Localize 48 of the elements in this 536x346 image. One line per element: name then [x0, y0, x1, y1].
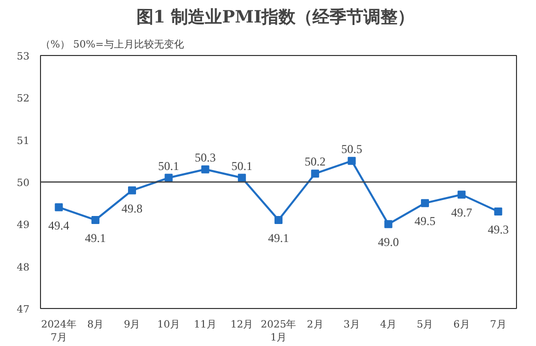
text: 50.3 [194, 150, 216, 164]
point [311, 170, 320, 178]
point [54, 203, 63, 212]
text: （%） 50%=与上月比较无变化 [40, 40, 184, 50]
text: 49.7 [451, 206, 472, 220]
point [384, 220, 392, 228]
text: 49.1 [84, 230, 106, 245]
point [494, 208, 502, 216]
chart-title: 图1 制造业PMI指数（经季节调整） [136, 8, 415, 28]
y-tick-label: 53 [16, 52, 30, 62]
x-tick-label: 10月 [157, 320, 180, 330]
text: 49.3 [488, 222, 509, 237]
x-tick-label: 12月 [230, 320, 254, 330]
y-tick-label: 48 [16, 262, 30, 274]
y-tick-label: 50 [16, 178, 30, 189]
x-tick-label: 11月 [194, 320, 217, 330]
text: 50.1 [158, 158, 180, 173]
text: 50.2 [304, 154, 326, 169]
text: 49.5 [414, 214, 436, 228]
text: 50.1 [231, 158, 252, 173]
point [201, 165, 210, 174]
y-tick-label: 47 [16, 304, 30, 316]
x-tick-label: 9月 [124, 320, 140, 330]
x-tick-label: 7月 [490, 320, 506, 330]
y-tick-label: 49 [16, 220, 30, 232]
point [458, 190, 466, 199]
point [420, 199, 429, 208]
text: 49.4 [48, 218, 70, 232]
x-tick-label: 8月 [87, 320, 104, 330]
y-tick-label: 51 [16, 136, 30, 147]
x-tick-label: 2025年 1月 [260, 318, 296, 344]
point [238, 174, 246, 182]
x-tick-label: 6月 [453, 320, 470, 330]
point [91, 216, 100, 224]
x-tick-label: 2月 [306, 320, 324, 330]
point [348, 156, 356, 165]
text: 49.0 [378, 235, 399, 250]
point [128, 186, 136, 194]
point [164, 174, 173, 182]
x-tick-label: 3月 [344, 320, 360, 330]
text: 49.1 [268, 230, 289, 245]
text: 50.5 [341, 142, 362, 156]
y-tick-label: 52 [16, 94, 30, 105]
text: 49.8 [122, 201, 143, 216]
x-tick-label: 5月 [416, 320, 434, 330]
x-tick-label: 2024年 7月 [41, 318, 77, 344]
x-tick-label: 4月 [380, 320, 397, 330]
point [274, 216, 282, 224]
